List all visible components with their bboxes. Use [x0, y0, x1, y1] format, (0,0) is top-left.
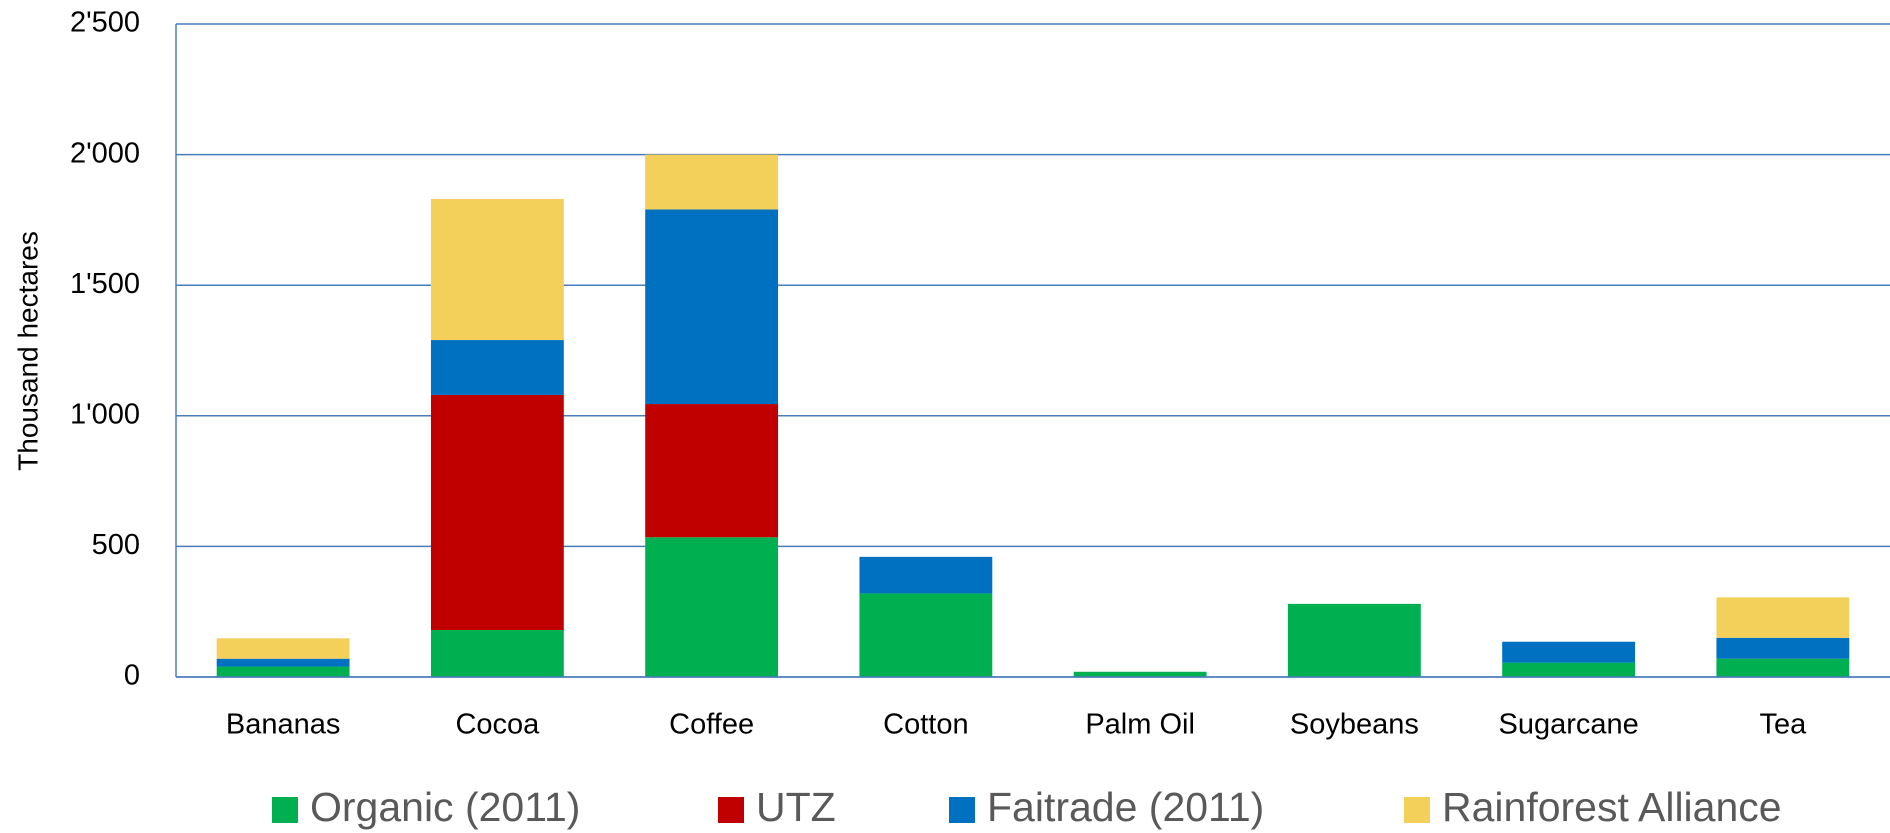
bar-segment	[1716, 637, 1850, 659]
legend-swatch	[272, 797, 298, 823]
x-tick-label: Tea	[1759, 709, 1807, 741]
y-tick-label: 500	[92, 529, 140, 561]
bar-segment	[1716, 658, 1850, 677]
y-tick-label: 2'500	[70, 7, 140, 39]
y-tick-label: 0	[124, 660, 140, 692]
bar-segment	[1716, 597, 1850, 638]
x-tick-label: Soybeans	[1290, 709, 1419, 741]
bar-segment	[216, 666, 350, 677]
legend-label: Faitrade (2011)	[987, 784, 1264, 830]
x-tick-label: Cotton	[883, 709, 968, 741]
bar-segment	[430, 394, 564, 630]
y-tick-label: 1'500	[70, 268, 140, 300]
bar-segment	[216, 658, 350, 667]
legend-swatch	[1404, 797, 1430, 823]
bar-segment	[1073, 671, 1207, 677]
bar-segment	[430, 199, 564, 341]
legend-swatch	[718, 797, 744, 823]
x-tick-label: Sugarcane	[1498, 709, 1638, 741]
bar-segment	[1502, 641, 1636, 663]
bar-segment	[859, 556, 993, 594]
bar-segment	[645, 154, 779, 210]
bar-segment	[216, 638, 350, 659]
bar-segment	[430, 340, 564, 395]
x-tick-label: Cocoa	[455, 709, 540, 741]
x-tick-label: Palm Oil	[1085, 709, 1195, 741]
legend-label: Organic (2011)	[310, 784, 580, 830]
y-tick-label: 2'000	[70, 137, 140, 169]
bar-segment	[645, 404, 779, 538]
x-tick-label: Bananas	[226, 709, 341, 741]
bar-segment	[645, 537, 779, 677]
bar-segment	[645, 209, 779, 405]
bar-segment	[1287, 603, 1421, 677]
legend-label: UTZ	[756, 784, 836, 830]
bar-segment	[1502, 662, 1636, 677]
legend-label: Rainforest Alliance	[1442, 784, 1782, 830]
bar-segment	[859, 593, 993, 677]
y-tick-label: 1'000	[70, 398, 140, 430]
bar-segment	[430, 629, 564, 677]
legend-swatch	[949, 797, 975, 823]
y-axis-title: Thousand hectares	[12, 231, 43, 471]
x-tick-label: Coffee	[669, 709, 754, 741]
